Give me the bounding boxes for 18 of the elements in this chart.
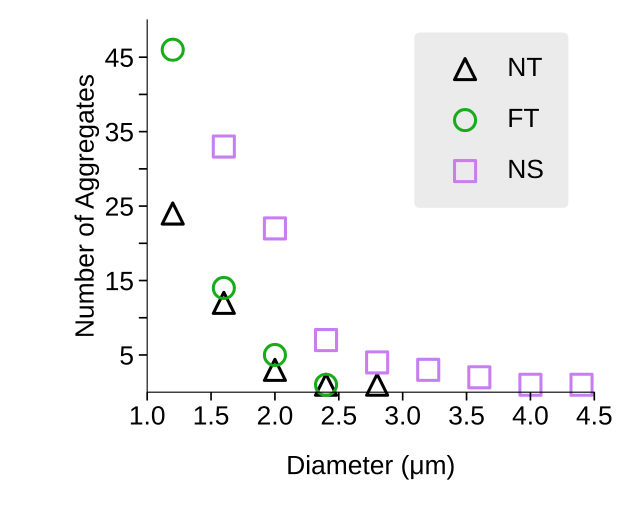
x-tick-label: 2.0 <box>258 406 292 425</box>
x-tick-label: 4.0 <box>512 406 548 425</box>
legend-label: NT <box>509 58 542 76</box>
x-tick-label: 4.5 <box>576 406 612 425</box>
x-tick-label: 1.5 <box>194 406 228 425</box>
x-tick-label: 3.0 <box>385 406 420 425</box>
x-tick-label: 2.5 <box>322 406 356 425</box>
y-tick-label: 25 <box>106 197 133 216</box>
x-tick-label: 1.0 <box>130 406 164 425</box>
y-axis-title: Number of Aggregates <box>74 75 100 336</box>
y-tick-label: 5 <box>120 346 133 365</box>
legend-label: FT <box>509 108 539 128</box>
legend-label: NS <box>509 160 543 178</box>
y-tick-label: 15 <box>106 272 133 290</box>
x-tick-label: 3.5 <box>449 406 484 425</box>
y-tick-label: 35 <box>106 122 133 142</box>
x-axis-title: Diameter (μm) <box>288 454 454 480</box>
y-tick-label: 45 <box>105 48 133 68</box>
